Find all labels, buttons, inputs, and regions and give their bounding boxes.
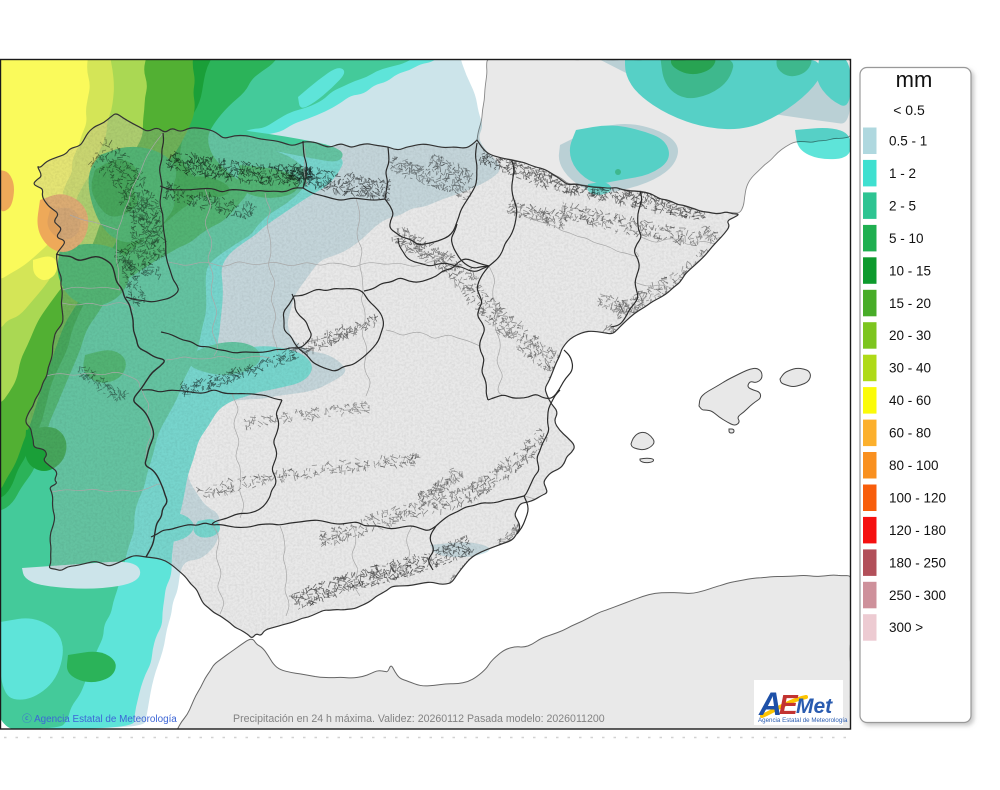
svg-text:60 - 80: 60 - 80 <box>889 426 931 441</box>
svg-text:15 - 20: 15 - 20 <box>889 296 931 311</box>
svg-text:E: E <box>779 689 799 720</box>
svg-text:180 - 250: 180 - 250 <box>889 555 946 570</box>
svg-text:120 - 180: 120 - 180 <box>889 523 946 538</box>
svg-text:A: A <box>758 686 782 722</box>
svg-text:10 - 15: 10 - 15 <box>889 263 931 278</box>
svg-text:1 - 2: 1 - 2 <box>889 166 916 181</box>
svg-text:20 - 30: 20 - 30 <box>889 328 931 343</box>
svg-text:Met: Met <box>796 695 833 718</box>
svg-text:Precipitación en 24 h máxima.: Precipitación en 24 h máxima. Validez: 2… <box>233 713 605 725</box>
svg-text:< 0.5: < 0.5 <box>893 102 925 118</box>
svg-text:2 - 5: 2 - 5 <box>889 198 916 213</box>
svg-text:Agencia Estatal de Meteorologí: Agencia Estatal de Meteorología <box>758 717 848 724</box>
svg-text:80 - 100: 80 - 100 <box>889 458 939 473</box>
svg-text:100 - 120: 100 - 120 <box>889 491 946 506</box>
svg-text:40 - 60: 40 - 60 <box>889 393 931 408</box>
svg-text:0.5 - 1: 0.5 - 1 <box>889 134 927 149</box>
svg-text:300 >: 300 > <box>889 620 923 635</box>
svg-text:5 - 10: 5 - 10 <box>889 231 924 246</box>
svg-text:ⓒ Agencia Estatal de Meteorolo: ⓒ Agencia Estatal de Meteorología <box>22 713 177 725</box>
svg-text:30 - 40: 30 - 40 <box>889 361 931 376</box>
svg-text:mm: mm <box>896 67 933 92</box>
svg-text:250 - 300: 250 - 300 <box>889 588 946 603</box>
